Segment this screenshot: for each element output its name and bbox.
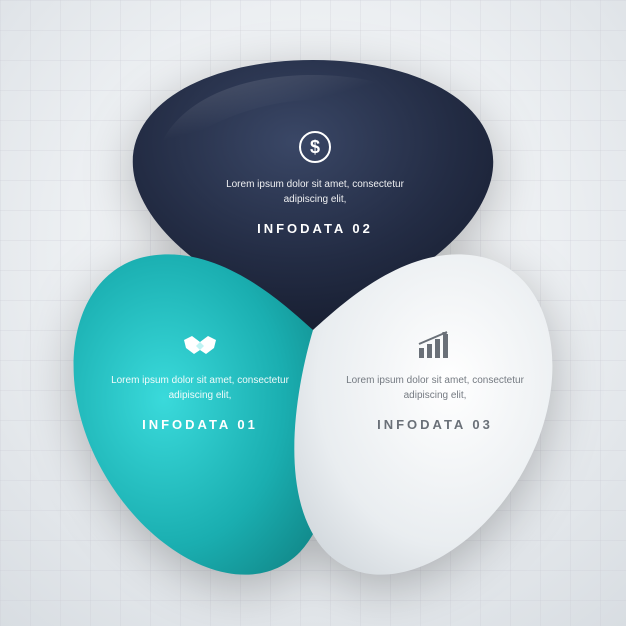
segment-left: Lorem ipsum dolor sit amet, consectetur … <box>105 330 295 432</box>
segment-top-body: Lorem ipsum dolor sit amet, consectetur … <box>210 177 420 207</box>
infographic-stage: $ Lorem ipsum dolor sit amet, consectetu… <box>0 0 626 626</box>
petal-diagram <box>0 0 626 626</box>
barchart-icon <box>417 330 453 365</box>
segment-left-body: Lorem ipsum dolor sit amet, consectetur … <box>105 373 295 403</box>
dollar-icon: $ <box>298 130 332 169</box>
segment-top: $ Lorem ipsum dolor sit amet, consectetu… <box>210 130 420 236</box>
segment-left-title: INFODATA 01 <box>105 417 295 432</box>
segment-top-title: INFODATA 02 <box>210 221 420 236</box>
svg-text:$: $ <box>310 137 320 157</box>
segment-right: Lorem ipsum dolor sit amet, consectetur … <box>340 330 530 432</box>
segment-right-title: INFODATA 03 <box>340 417 530 432</box>
segment-right-body: Lorem ipsum dolor sit amet, consectetur … <box>340 373 530 403</box>
handshake-icon <box>180 330 220 365</box>
